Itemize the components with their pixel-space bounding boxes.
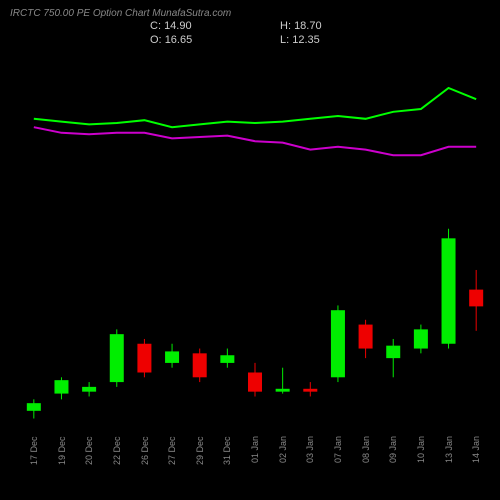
x-axis-tick: 27 Dec — [158, 432, 186, 500]
x-axis-tick: 22 Dec — [103, 432, 131, 500]
chart-area — [20, 60, 490, 430]
x-axis-tick: 17 Dec — [20, 432, 48, 500]
x-axis-tick: 02 Jan — [269, 432, 297, 500]
x-axis-tick: 19 Dec — [48, 432, 76, 500]
x-axis-tick: 31 Dec — [213, 432, 241, 500]
x-axis-tick: 20 Dec — [75, 432, 103, 500]
ohlc-panel: C: 14.90 H: 18.70 O: 16.65 L: 12.35 — [150, 20, 390, 46]
candlestick-chart — [20, 60, 490, 430]
x-axis-tick: 13 Jan — [435, 432, 463, 500]
close-field: C: 14.90 — [150, 20, 260, 32]
x-axis-tick: 07 Jan — [324, 432, 352, 500]
x-axis-tick: 01 Jan — [241, 432, 269, 500]
x-axis-tick: 03 Jan — [296, 432, 324, 500]
low-field: L: 12.35 — [280, 34, 390, 46]
chart-title: IRCTC 750.00 PE Option Chart MunafaSutra… — [10, 8, 231, 19]
x-axis-tick: 09 Jan — [379, 432, 407, 500]
x-axis-tick: 29 Dec — [186, 432, 214, 500]
x-axis-tick: 26 Dec — [131, 432, 159, 500]
x-axis-tick: 10 Jan — [407, 432, 435, 500]
high-field: H: 18.70 — [280, 20, 390, 32]
open-field: O: 16.65 — [150, 34, 260, 46]
x-axis-tick: 14 Jan — [462, 432, 490, 500]
x-axis-labels: 17 Dec19 Dec20 Dec22 Dec26 Dec27 Dec29 D… — [20, 432, 490, 500]
x-axis-tick: 08 Jan — [352, 432, 380, 500]
